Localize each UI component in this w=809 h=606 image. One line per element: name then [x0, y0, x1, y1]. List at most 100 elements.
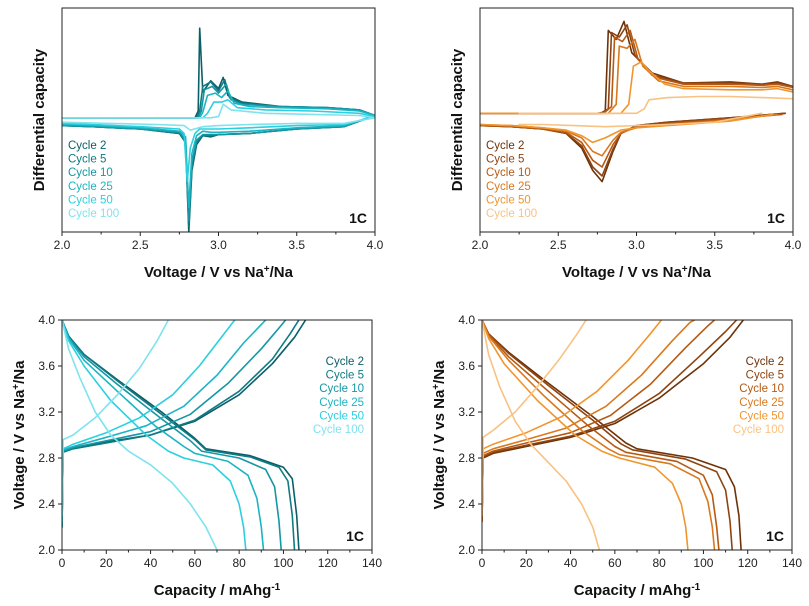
series-line-cycle-10-discharge	[62, 114, 375, 222]
series-line-cycle-100-charge	[518, 95, 793, 115]
series-line-cycle-50-charge	[482, 320, 663, 517]
series-line-cycle-50-charge	[62, 320, 236, 523]
x-tick-label: 80	[232, 556, 246, 570]
y-axis-label: Differential capacity	[449, 48, 466, 191]
y-tick-label: 3.6	[458, 359, 475, 373]
x-tick-label: 4.0	[785, 238, 802, 252]
x-tick-label: 20	[100, 556, 114, 570]
legend-entry-cycle-25: Cycle 25	[68, 181, 113, 193]
x-tick-label: 140	[362, 556, 382, 570]
x-tick-label: 3.5	[706, 238, 723, 252]
x-tick-label: 120	[318, 556, 338, 570]
x-tick-label: 20	[520, 556, 534, 570]
series-line-cycle-100-discharge	[62, 117, 375, 131]
legend-entry-cycle-50: Cycle 50	[68, 194, 113, 206]
series-line-cycle-2-charge	[62, 27, 375, 119]
x-tick-label: 3.5	[288, 238, 305, 252]
series-line-cycle-10-charge	[480, 29, 793, 115]
y-axis-label: Voltage / V vs Na+/Na	[431, 360, 449, 510]
y-tick-label: 4.0	[458, 313, 475, 327]
series-line-cycle-10-discharge	[62, 320, 282, 550]
y-tick-label: 2.4	[38, 497, 55, 511]
y-axis-label: Voltage / V vs Na+/Na	[11, 360, 29, 510]
x-tick-label: 60	[608, 556, 622, 570]
series-line-cycle-100-discharge	[518, 112, 763, 128]
rate-label: 1C	[767, 210, 785, 226]
x-tick-label: 140	[782, 556, 802, 570]
series-line-cycle-25-charge	[482, 320, 696, 523]
x-tick-label: 80	[652, 556, 666, 570]
series-line-cycle-25-charge	[62, 90, 375, 119]
y-tick-label: 2.0	[458, 543, 475, 557]
legend-entry-cycle-5: Cycle 5	[486, 154, 524, 166]
chart-panel-bottom-right: 0 20 40 60 80 100 120 140 2.0 2.4 2.8 3.2 3.6 4.0 Capa…	[431, 313, 803, 599]
series-group	[480, 20, 793, 183]
x-axis-label: Capacity / mAhg-1	[154, 582, 281, 600]
legend-entry-cycle-25: Cycle 25	[486, 181, 531, 193]
x-tick-label: 4.0	[367, 238, 384, 252]
series-line-cycle-50-discharge	[62, 320, 247, 550]
legend-entry-cycle-2: Cycle 2	[746, 356, 784, 368]
x-tick-label: 40	[144, 556, 158, 570]
series-line-cycle-5-charge	[480, 24, 793, 115]
y-tick-label: 4.0	[38, 313, 55, 327]
y-tick-label: 2.8	[38, 451, 55, 465]
series-line-cycle-100-charge	[62, 320, 170, 517]
x-tick-label: 2.5	[550, 238, 567, 252]
legend-entry-cycle-10: Cycle 10	[486, 167, 531, 179]
legend-entry-cycle-100: Cycle 100	[68, 208, 119, 220]
series-line-cycle-5-discharge	[482, 320, 733, 550]
x-tick-label: 120	[738, 556, 758, 570]
chart-panel-top-right: 2.0 2.5 3.0 3.5 4.0 Voltage / V vs Na+/Na Diff…	[449, 7, 802, 282]
legend-entry-cycle-25: Cycle 25	[319, 397, 364, 409]
x-tick-label: 2.5	[132, 238, 149, 252]
legend-entry-cycle-5: Cycle 5	[326, 370, 364, 382]
series-line-cycle-50-charge	[62, 99, 375, 119]
x-tick-label: 100	[693, 556, 713, 570]
series-line-cycle-50-discharge	[62, 115, 375, 183]
legend-entry-cycle-25: Cycle 25	[739, 397, 784, 409]
x-tick-label: 2.0	[54, 238, 71, 252]
series-line-cycle-5-discharge	[62, 320, 296, 550]
series-line-cycle-10-charge	[62, 320, 287, 528]
x-tick-label: 2.0	[472, 238, 489, 252]
series-line-cycle-10-discharge	[480, 113, 783, 168]
legend-entry-cycle-50: Cycle 50	[319, 410, 364, 422]
y-tick-label: 3.6	[38, 359, 55, 373]
x-tick-label: 100	[273, 556, 293, 570]
y-tick-label: 2.8	[458, 451, 475, 465]
legend-entry-cycle-10: Cycle 10	[739, 383, 784, 395]
series-line-cycle-10-charge	[482, 320, 716, 523]
legend-entry-cycle-100: Cycle 100	[313, 424, 364, 436]
series-line-cycle-25-charge	[62, 320, 267, 528]
x-axis-label: Voltage / V vs Na+/Na	[562, 264, 712, 282]
legend-entry-cycle-2: Cycle 2	[68, 140, 106, 152]
series-line-cycle-100-charge	[62, 103, 375, 119]
x-axis-label: Voltage / V vs Na+/Na	[144, 264, 294, 282]
x-tick-label: 60	[188, 556, 202, 570]
y-tick-label: 2.4	[458, 497, 475, 511]
legend-entry-cycle-100: Cycle 100	[486, 208, 537, 220]
x-tick-label: 3.0	[628, 238, 645, 252]
legend-entry-cycle-10: Cycle 10	[319, 383, 364, 395]
series-line-cycle-25-discharge	[62, 320, 265, 550]
legend-entry-cycle-2: Cycle 2	[326, 356, 364, 368]
y-tick-label: 3.2	[38, 405, 55, 419]
legend-entry-cycle-50: Cycle 50	[739, 410, 784, 422]
series-line-cycle-2-charge	[482, 320, 745, 523]
series-group	[62, 320, 307, 550]
series-line-cycle-100-discharge	[482, 320, 601, 550]
x-tick-label: 0	[59, 556, 66, 570]
series-line-cycle-100-charge	[482, 320, 587, 517]
y-tick-label: 3.2	[458, 405, 475, 419]
series-line-cycle-50-discharge	[482, 320, 689, 550]
chart-panel-bottom-left: 0 20 40 60 80 100 120 140 2.0 2.4 2.8 3.2 3.6 4.0 Capa…	[11, 313, 383, 599]
legend-entry-cycle-5: Cycle 5	[68, 154, 106, 166]
series-line-cycle-25-charge	[480, 38, 793, 115]
series-line-cycle-25-discharge	[482, 320, 716, 550]
